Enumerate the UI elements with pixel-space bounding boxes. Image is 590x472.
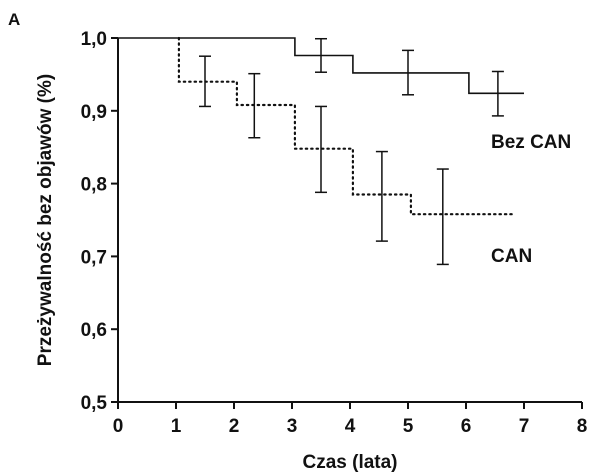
y-tick-label: 1,0 <box>81 29 107 50</box>
y-axis-label: Przeżywalność bez objawów (%) <box>35 74 56 366</box>
x-tick-label: 4 <box>345 416 356 437</box>
y-axis-ticks: 0,5 0,6 0,7 0,8 0,9 1,0 <box>81 29 118 414</box>
x-tick-label: 5 <box>403 416 414 437</box>
y-tick-label: 0,7 <box>81 247 107 268</box>
x-tick-label: 1 <box>171 416 182 437</box>
error-bar-bez-can <box>315 37 327 73</box>
x-tick-label: 2 <box>229 416 240 437</box>
error-bar-can <box>375 150 388 242</box>
y-tick-label: 0,5 <box>81 393 108 414</box>
panel-label: A <box>8 10 20 29</box>
x-tick-label: 0 <box>113 416 124 437</box>
x-axis-ticks: 0 1 2 3 4 5 6 7 8 <box>113 402 588 437</box>
error-bar-bez-can <box>402 49 414 96</box>
y-tick-label: 0,8 <box>81 175 107 196</box>
x-tick-label: 7 <box>519 416 530 437</box>
error-bar-can <box>248 72 261 139</box>
series-label-bez-can: Bez CAN <box>491 132 571 153</box>
series-label-can: CAN <box>491 246 532 267</box>
error-bar-can <box>315 105 327 194</box>
y-tick-label: 0,6 <box>81 320 107 341</box>
y-tick-label: 0,9 <box>81 102 107 123</box>
series-line-can <box>177 36 517 216</box>
series-line-bez-can <box>118 37 524 95</box>
x-tick-label: 3 <box>287 416 298 437</box>
x-tick-label: 6 <box>461 416 472 437</box>
series-layer <box>118 36 524 266</box>
x-axis-label: Czas (lata) <box>302 452 397 472</box>
x-tick-label: 8 <box>577 416 588 437</box>
error-bar-can <box>199 55 211 108</box>
error-bar-can <box>436 168 449 266</box>
error-bar-bez-can <box>491 70 504 117</box>
